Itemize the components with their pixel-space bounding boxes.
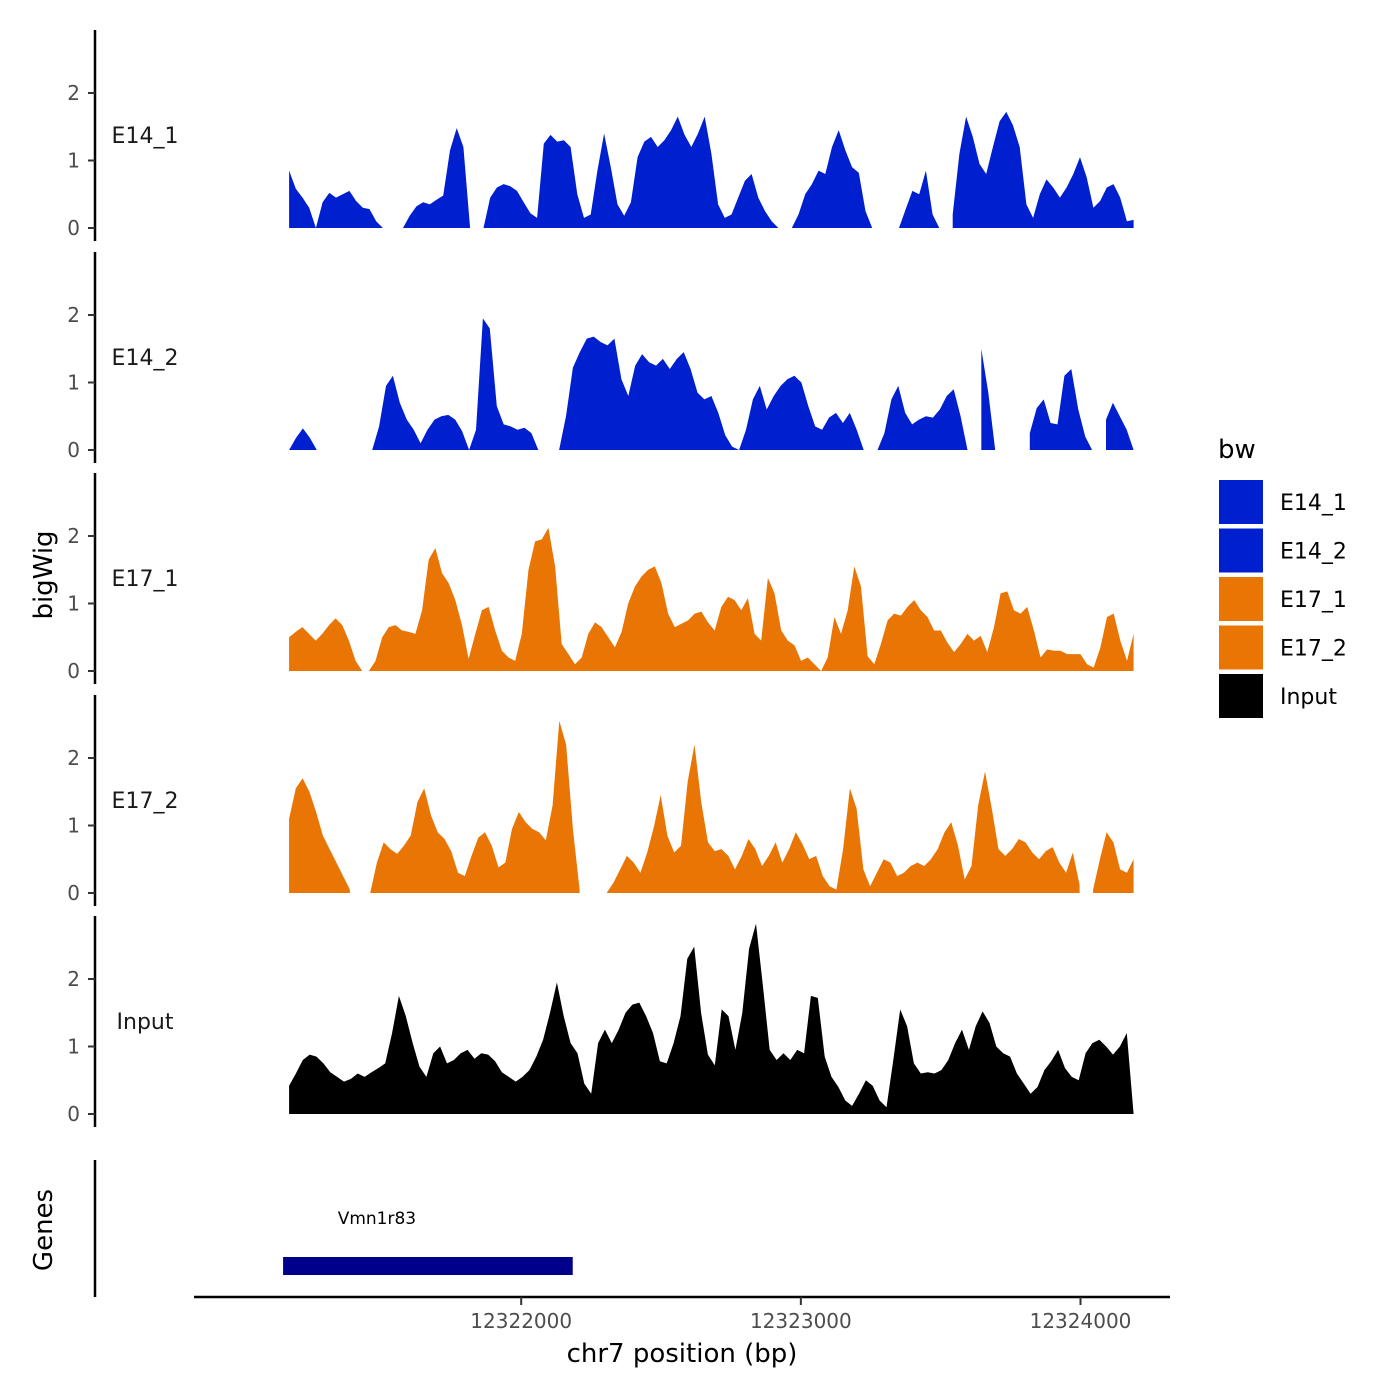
area-e14_1 (403, 128, 471, 228)
y-tick-label: 2 (67, 81, 80, 105)
area-e14_1 (791, 130, 873, 228)
panel-e17_2: 0 1 2 E17_2 (67, 695, 1134, 906)
y-tick-label: 1 (67, 149, 80, 173)
area-e14_2 (877, 385, 968, 450)
y-tick-label: 2 (67, 746, 80, 770)
panel-input: 0 1 2 Input (67, 916, 1134, 1127)
area-e14_1 (899, 170, 940, 228)
x-tick-label: 12323000 (750, 1309, 852, 1333)
track-label-e14_2: E14_2 (112, 346, 179, 371)
area-e14_2 (289, 428, 317, 450)
legend-label-e14_1: E14_1 (1280, 491, 1347, 516)
area-e14_2 (981, 348, 996, 450)
panel-e14_1: 0 1 2 E14_1 (67, 30, 1134, 241)
y-axis-title: bigWig (29, 530, 59, 619)
gene-label: Vmn1r83 (338, 1209, 416, 1229)
panel-e17_1: 0 1 2 E17_1 (67, 473, 1134, 684)
legend-label-e17_1: E17_1 (1280, 588, 1347, 613)
x-tick-label: 12324000 (1030, 1309, 1132, 1333)
area-input (289, 923, 1134, 1114)
legend-label-input: Input (1280, 685, 1337, 710)
y-tick-label: 0 (67, 216, 80, 240)
legend-label-e14_2: E14_2 (1280, 540, 1347, 565)
area-e17_1 (289, 527, 1134, 671)
area-e17_2 (606, 744, 1080, 893)
genes-title: Genes (29, 1189, 59, 1271)
track-panels: 0 1 2 E14_1 0 1 2 E14_2 0 1 2 E17_1 0 1 2 E17_2 0 1 2 Input (67, 30, 1134, 1127)
area-e14_1 (289, 170, 383, 228)
area-e17_2 (370, 720, 580, 893)
track-label-input: Input (117, 1010, 174, 1035)
y-tick-label: 2 (67, 303, 80, 327)
area-e14_1 (483, 116, 779, 228)
genes-panel: Genes Vmn1r83 (29, 1160, 573, 1297)
legend-swatch-e17_2 (1217, 623, 1265, 672)
x-tick-label: 12322000 (470, 1309, 572, 1333)
gene-marks: Vmn1r83 (283, 1209, 573, 1275)
track-label-e17_2: E17_2 (112, 789, 179, 814)
x-axis: 12322000 12323000 12324000 chr7 position (… (194, 1295, 1170, 1369)
area-e14_1 (952, 111, 1134, 228)
y-tick-label: 2 (67, 524, 80, 548)
area-e14_2 (559, 336, 864, 450)
y-tick-label: 0 (67, 659, 80, 683)
area-e17_2 (289, 778, 350, 893)
y-tick-label: 1 (67, 814, 80, 838)
legend-swatch-e17_1 (1217, 575, 1265, 623)
legend-items: E14_1 E14_2 E17_1 E17_2 Input (1217, 478, 1347, 720)
legend-swatch-e14_2 (1217, 526, 1265, 575)
x-axis-title: chr7 position (bp) (567, 1339, 798, 1369)
track-label-e17_1: E17_1 (112, 567, 179, 592)
panel-e14_2: 0 1 2 E14_2 (67, 252, 1134, 463)
y-tick-label: 1 (67, 371, 80, 395)
legend-title: bw (1218, 435, 1256, 465)
area-e14_2 (1106, 402, 1134, 450)
y-tick-label: 1 (67, 592, 80, 616)
gene-vmn1r83 (283, 1257, 573, 1275)
legend: bw E14_1 E14_2 E17_1 E17_2 Input (1217, 435, 1347, 720)
area-e14_2 (1029, 369, 1093, 450)
area-e14_2 (372, 318, 539, 450)
y-tick-label: 0 (67, 881, 80, 905)
x-ticks: 12322000 12323000 12324000 (470, 1297, 1131, 1333)
y-tick-label: 0 (67, 438, 80, 462)
area-e17_2 (1093, 832, 1134, 893)
y-tick-label: 1 (67, 1035, 80, 1059)
y-tick-label: 0 (67, 1102, 80, 1126)
legend-label-e17_2: E17_2 (1280, 637, 1347, 662)
track-label-e14_1: E14_1 (112, 124, 179, 149)
legend-swatch-e14_1 (1217, 478, 1265, 526)
legend-swatch-input (1217, 672, 1265, 720)
y-tick-label: 2 (67, 967, 80, 991)
